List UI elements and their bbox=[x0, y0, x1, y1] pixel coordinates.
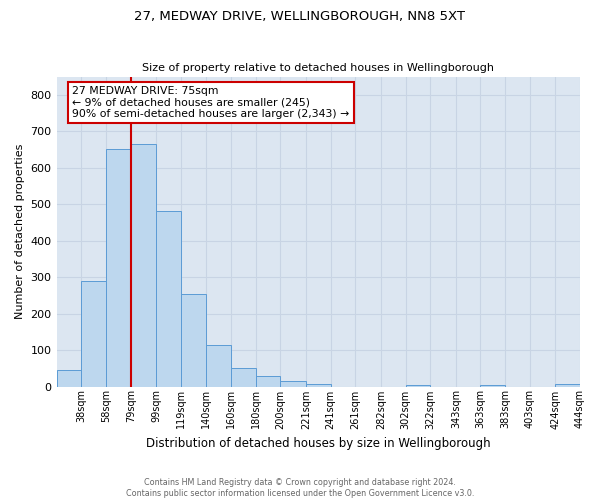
Text: 27 MEDWAY DRIVE: 75sqm
← 9% of detached houses are smaller (245)
90% of semi-det: 27 MEDWAY DRIVE: 75sqm ← 9% of detached … bbox=[72, 86, 349, 119]
Bar bbox=[481, 384, 505, 386]
Text: Contains HM Land Registry data © Crown copyright and database right 2024.
Contai: Contains HM Land Registry data © Crown c… bbox=[126, 478, 474, 498]
Bar bbox=[556, 384, 580, 386]
Bar bbox=[181, 294, 206, 386]
Title: Size of property relative to detached houses in Wellingborough: Size of property relative to detached ho… bbox=[142, 63, 494, 73]
Bar bbox=[56, 370, 81, 386]
Bar bbox=[106, 150, 131, 386]
Bar bbox=[306, 384, 331, 386]
Bar bbox=[206, 344, 231, 387]
Text: 27, MEDWAY DRIVE, WELLINGBOROUGH, NN8 5XT: 27, MEDWAY DRIVE, WELLINGBOROUGH, NN8 5X… bbox=[134, 10, 466, 23]
Bar bbox=[256, 376, 280, 386]
X-axis label: Distribution of detached houses by size in Wellingborough: Distribution of detached houses by size … bbox=[146, 437, 491, 450]
Y-axis label: Number of detached properties: Number of detached properties bbox=[15, 144, 25, 319]
Bar bbox=[231, 368, 256, 386]
Bar bbox=[280, 381, 306, 386]
Bar bbox=[81, 281, 106, 386]
Bar bbox=[156, 212, 181, 386]
Bar bbox=[406, 384, 430, 386]
Bar bbox=[131, 144, 156, 386]
